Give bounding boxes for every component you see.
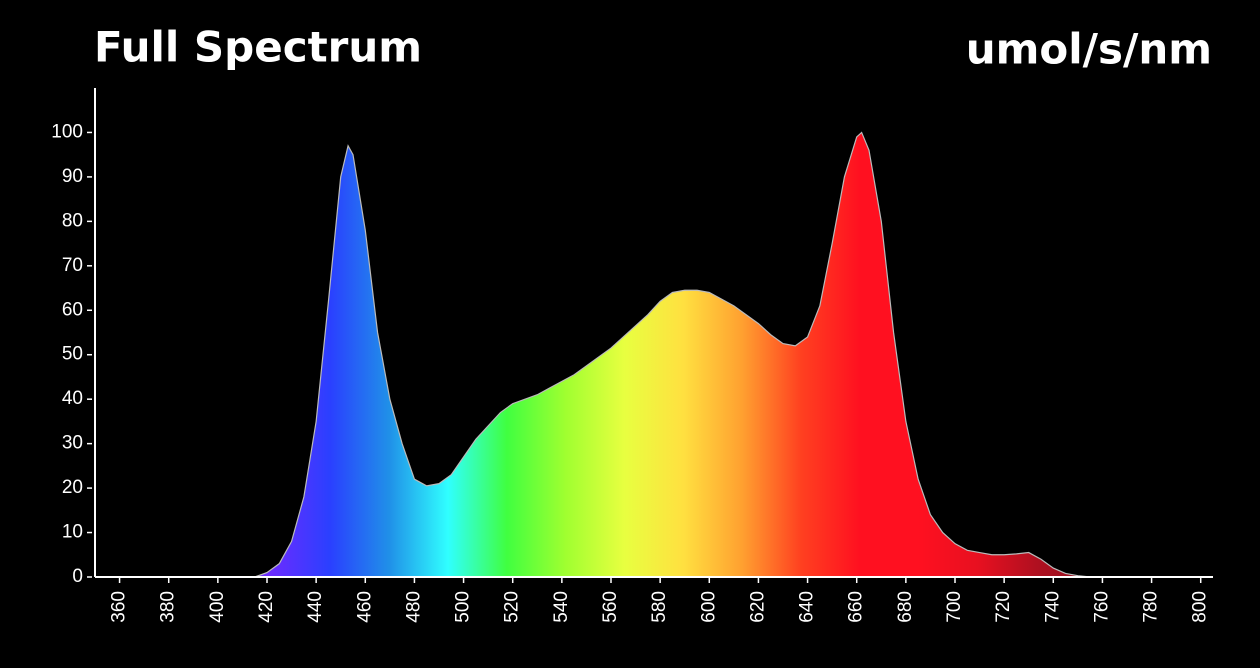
- spectrum-area: [95, 131, 1213, 578]
- x-tick-label: 580: [649, 591, 670, 623]
- y-tick-label: 100: [51, 121, 83, 142]
- x-tick-label: 540: [551, 591, 572, 623]
- y-tick-label: 90: [62, 166, 83, 187]
- x-tick-label: 760: [1091, 591, 1112, 623]
- y-tick-label: 50: [62, 344, 83, 365]
- unit-label: umol/s/nm: [966, 25, 1212, 74]
- x-tick-label: 620: [747, 591, 768, 623]
- x-tick-label: 640: [797, 591, 818, 623]
- x-tick-label: 500: [453, 591, 474, 623]
- x-tick-label: 600: [698, 591, 719, 623]
- x-tick-label: 360: [109, 591, 130, 623]
- x-tick-label: 560: [600, 591, 621, 623]
- y-tick-label: 30: [62, 433, 83, 454]
- x-tick-label: 680: [895, 591, 916, 623]
- x-tick-label: 780: [1141, 591, 1162, 623]
- x-tick-label: 460: [354, 591, 375, 623]
- y-tick-label: 40: [62, 388, 83, 409]
- x-tick-label: 400: [207, 591, 228, 623]
- x-tick-label: 440: [305, 591, 326, 623]
- x-tick-label: 420: [256, 591, 277, 623]
- x-tick-label: 660: [846, 591, 867, 623]
- x-tick-label: 740: [1042, 591, 1063, 623]
- y-tick-label: 70: [62, 255, 83, 276]
- y-tick-label: 0: [72, 566, 83, 587]
- x-tick-label: 700: [944, 591, 965, 623]
- chart-title: Full Spectrum: [94, 23, 422, 72]
- y-tick-label: 80: [62, 210, 83, 231]
- y-tick-label: 20: [62, 477, 83, 498]
- x-tick-label: 480: [403, 591, 424, 623]
- x-tick-label: 520: [502, 591, 523, 623]
- x-tick-label: 380: [158, 591, 179, 623]
- x-tick-label: 720: [993, 591, 1014, 623]
- y-tick-label: 10: [62, 522, 83, 543]
- x-tick-label: 800: [1190, 591, 1211, 623]
- y-tick-label: 60: [62, 299, 83, 320]
